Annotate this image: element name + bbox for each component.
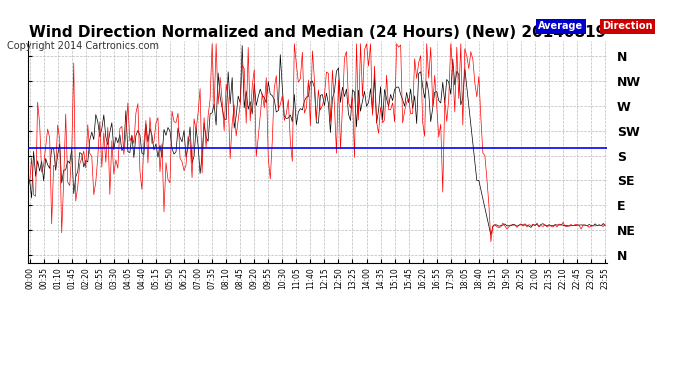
- Text: Direction: Direction: [602, 21, 653, 31]
- Text: Average: Average: [538, 21, 583, 31]
- Text: Copyright 2014 Cartronics.com: Copyright 2014 Cartronics.com: [7, 41, 159, 51]
- Title: Wind Direction Normalized and Median (24 Hours) (New) 20140819: Wind Direction Normalized and Median (24…: [29, 25, 606, 40]
